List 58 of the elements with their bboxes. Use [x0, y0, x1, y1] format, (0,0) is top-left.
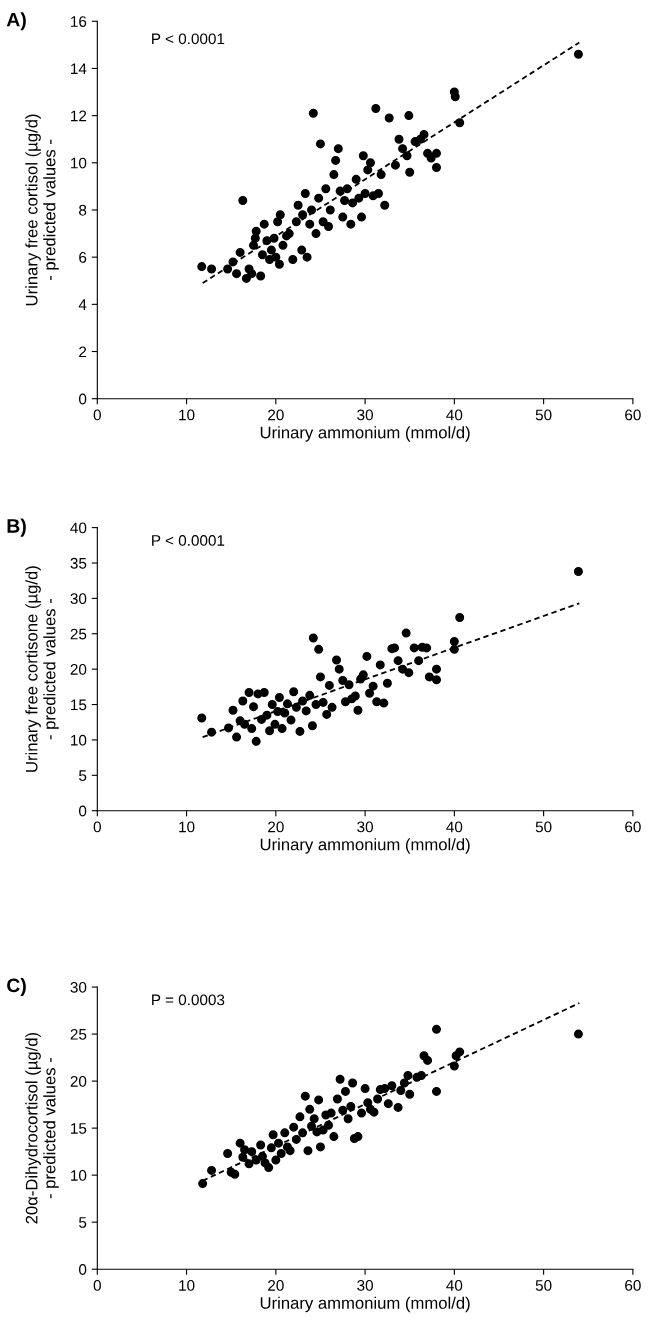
- y-tick-label: 4: [78, 299, 87, 310]
- x-tick-label: 30: [357, 821, 373, 833]
- y-tick-label: 8: [79, 204, 87, 216]
- x-tick-label: 20: [268, 1280, 284, 1291]
- x-tick-label: 0: [93, 1280, 101, 1291]
- x-tick-label: 10: [179, 409, 195, 421]
- y-tick-label: 10: [71, 1170, 87, 1181]
- x-axis-title: Urinary ammonium (mmol/d): [260, 838, 470, 854]
- chart-title: C): [7, 977, 26, 997]
- y-tick-label: 20: [70, 664, 87, 675]
- x-tick-label: 0: [93, 409, 101, 421]
- x-tick-label: 50: [535, 409, 552, 421]
- x-tick-label: 40: [446, 821, 463, 833]
- y-axis-title: Urinary free cortisol (µg/d) - predicted values -: [25, 114, 59, 306]
- x-tick-label: 60: [625, 409, 641, 421]
- y-tick-label: 5: [79, 770, 87, 781]
- y-tick-label: 20: [70, 1075, 87, 1087]
- x-tick-label: 30: [357, 1280, 373, 1291]
- annotation: P < 0.0001: [152, 33, 225, 45]
- y-tick-label: 0: [79, 1264, 87, 1275]
- chart-title: A): [6, 12, 26, 31]
- chart-title: B): [7, 518, 26, 537]
- y-tick-label: 12: [71, 110, 87, 122]
- x-tick-label: 60: [625, 1280, 641, 1291]
- x-tick-label: 10: [179, 1280, 195, 1291]
- x-axis-title: Urinary ammonium (mmol/d): [260, 1296, 470, 1313]
- y-tick-label: 14: [71, 63, 87, 74]
- y-tick-label: 0: [79, 805, 87, 817]
- x-tick-label: 40: [446, 409, 463, 421]
- y-tick-label: 2: [79, 346, 87, 358]
- y-tick-label: 40: [70, 522, 87, 534]
- y-axis-title: 20α-Dihydrocortisol (µg/d) - predicted values -: [25, 1032, 59, 1224]
- annotation: P < 0.0001: [152, 535, 225, 546]
- y-tick-label: 30: [70, 981, 87, 993]
- x-tick-label: 50: [535, 821, 552, 833]
- y-tick-label: 15: [71, 1123, 87, 1134]
- y-tick-label: 30: [70, 593, 87, 605]
- y-tick-label: 25: [70, 628, 87, 640]
- y-axis-title: Urinary free cortisone (µg/d) - predicted values -: [25, 566, 59, 772]
- y-tick-label: 10: [71, 734, 87, 746]
- y-tick-label: 25: [70, 1028, 87, 1040]
- x-tick-label: 10: [179, 821, 195, 833]
- y-tick-label: 0: [79, 393, 87, 405]
- x-tick-label: 40: [446, 1280, 463, 1291]
- y-tick-label: 6: [79, 252, 87, 263]
- y-tick-label: 16: [71, 16, 87, 27]
- x-tick-label: 0: [93, 821, 101, 833]
- x-axis-title: Urinary ammonium (mmol/d): [260, 426, 470, 442]
- x-tick-label: 20: [268, 821, 284, 833]
- y-tick-label: 10: [71, 157, 87, 169]
- x-tick-label: 60: [625, 821, 641, 833]
- x-tick-label: 30: [357, 409, 373, 421]
- y-tick-label: 5: [79, 1217, 87, 1228]
- x-tick-label: 20: [268, 409, 284, 421]
- y-tick-label: 35: [70, 557, 87, 569]
- annotation: P = 0.0003: [152, 994, 225, 1006]
- x-tick-label: 50: [535, 1280, 552, 1291]
- y-tick-label: 15: [71, 699, 87, 711]
